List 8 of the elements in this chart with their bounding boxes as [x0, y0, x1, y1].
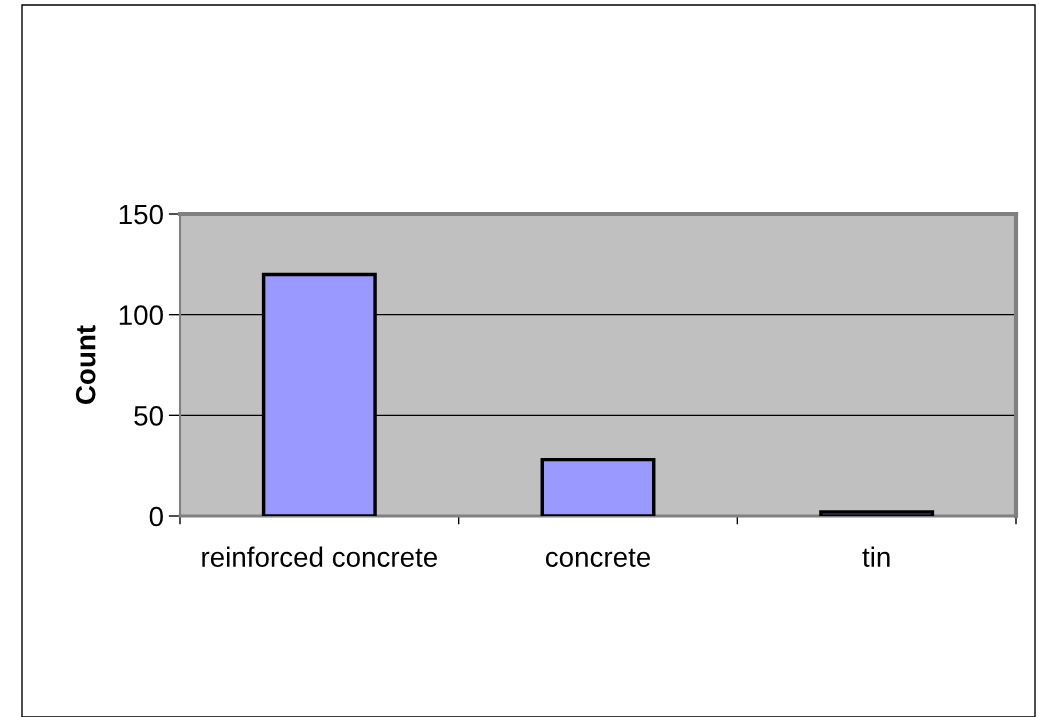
y-tick-label: 100 — [119, 305, 163, 326]
x-tick-label: tin — [862, 546, 890, 567]
x-tick-label: concrete — [545, 548, 651, 567]
y-tick-label: 50 — [134, 406, 163, 426]
y-tick-label: 0 — [149, 506, 163, 527]
x-tick-label: reinforced concrete — [202, 546, 437, 567]
y-axis-title: Count — [75, 325, 96, 404]
y-tick-label: 150 — [119, 204, 163, 225]
